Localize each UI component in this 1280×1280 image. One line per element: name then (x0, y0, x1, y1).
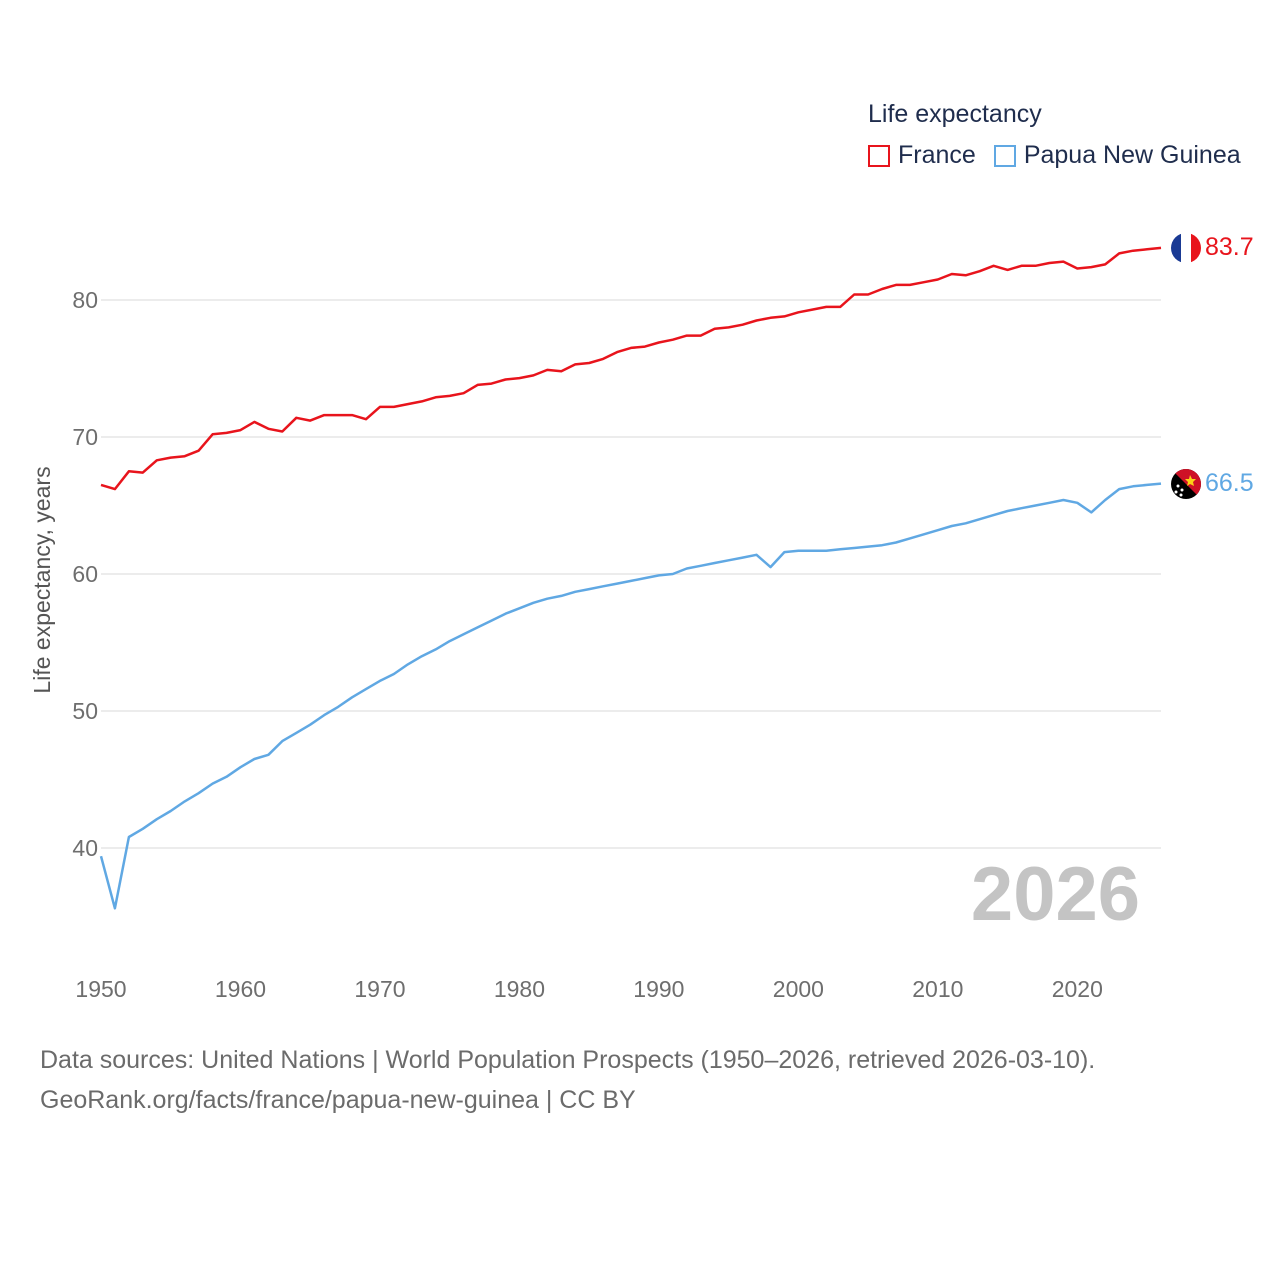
year-watermark: 2026 (971, 852, 1140, 937)
legend-item-papua-new-guinea[interactable]: Papua New Guinea (993, 141, 1241, 170)
legend-label-france: France (898, 141, 976, 169)
france-flag-icon (1171, 233, 1201, 263)
legend: Life expectancy France Papua New Guinea (868, 100, 1259, 170)
x-tick-label: 1980 (494, 976, 545, 1002)
y-axis-label: Life expectancy, years (29, 466, 55, 693)
source-link[interactable]: GeoRank.org/facts/france/papua-new-guine… (40, 1086, 636, 1114)
x-tick-label: 1990 (633, 976, 684, 1002)
legend-swatch-papua-new-guinea (993, 144, 1016, 167)
x-tick-label: 1960 (215, 976, 266, 1002)
x-axis-ticks: 1950 1960 1970 1980 1990 2000 2010 2020 (75, 976, 1102, 1002)
y-tick-label: 70 (72, 424, 98, 450)
legend-swatch-france (868, 144, 890, 167)
y-tick-label: 50 (72, 698, 98, 724)
legend-item-france[interactable]: France (868, 141, 976, 170)
series-lines (99, 246, 1162, 910)
x-tick-label: 1970 (354, 976, 405, 1002)
x-tick-label: 2000 (773, 976, 824, 1002)
y-tick-label: 80 (72, 287, 98, 313)
y-tick-label: 40 (72, 835, 98, 861)
legend-title: Life expectancy (868, 100, 1042, 128)
x-tick-label: 1950 (75, 976, 126, 1002)
series-line-france (100, 246, 1162, 491)
y-tick-label: 60 (72, 561, 98, 587)
series-line-papua-new-guinea (99, 482, 1162, 910)
france-end-label: 83.7 (1205, 233, 1254, 261)
papua-new-guinea-flag-icon (1171, 469, 1201, 499)
legend-label-papua-new-guinea: Papua New Guinea (1023, 141, 1241, 169)
x-tick-label: 2020 (1052, 976, 1103, 1002)
x-tick-label: 2010 (912, 976, 963, 1002)
legend-items: France Papua New Guinea (868, 141, 1259, 170)
footer: Data sources: United Nations | World Pop… (40, 1040, 1095, 1120)
data-sources-text: Data sources: United Nations | World Pop… (40, 1046, 1096, 1074)
papua-new-guinea-end-label: 66.5 (1205, 469, 1254, 497)
y-axis-ticks: 40 50 60 70 80 (72, 287, 98, 861)
grid-lines (101, 299, 1161, 849)
